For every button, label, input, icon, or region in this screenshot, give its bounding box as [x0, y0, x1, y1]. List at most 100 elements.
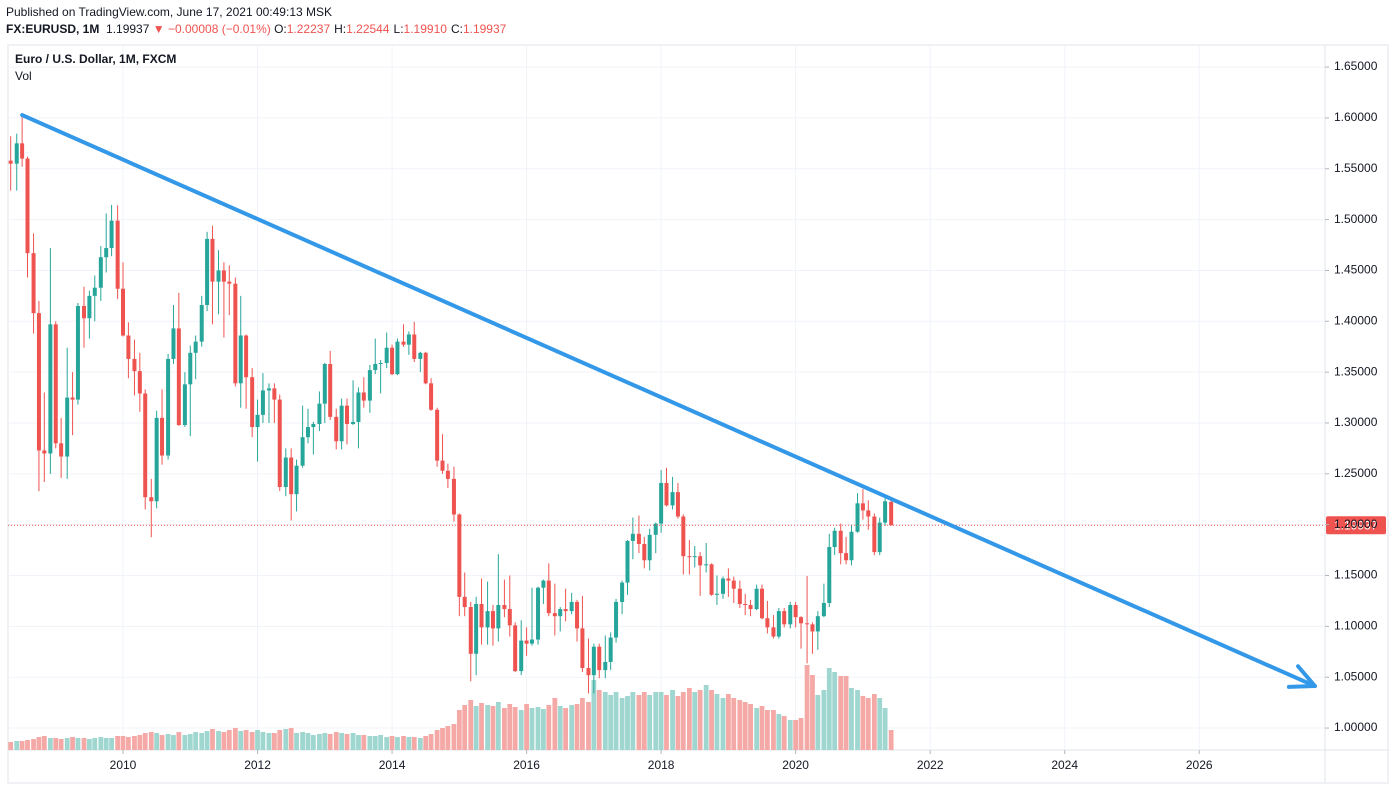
volume-bar [552, 698, 558, 750]
candle-body [384, 347, 389, 363]
candle-body [692, 556, 697, 558]
candle-body [558, 609, 563, 617]
volume-bar [882, 708, 888, 750]
volume-bar [764, 710, 770, 750]
candle-body [126, 335, 131, 359]
candle-body [92, 287, 97, 296]
candle-body [659, 482, 664, 524]
candle-body [390, 347, 395, 375]
candle-body [698, 556, 703, 566]
y-tick-label: 1.50000 [1334, 212, 1378, 226]
y-tick-label: 1.40000 [1334, 313, 1378, 327]
candle-body [536, 587, 541, 640]
y-tick-label: 1.15000 [1334, 568, 1378, 582]
volume-bar [608, 695, 614, 750]
candle-body [149, 497, 154, 502]
candle-body [490, 611, 495, 629]
candle-body [115, 220, 120, 289]
volume-bar [64, 738, 70, 750]
volume-bar [501, 708, 507, 750]
candle-body [233, 283, 238, 384]
volume-bar [406, 737, 412, 750]
candle-body [401, 341, 406, 345]
volume-bar [86, 739, 92, 750]
candle-body [378, 362, 383, 364]
candle-body [524, 640, 529, 644]
volume-bar [255, 730, 260, 750]
volume-bar [159, 735, 165, 750]
chart-border [7, 44, 1389, 784]
candle-body [675, 492, 680, 517]
ohlc-label: L: [393, 22, 404, 36]
candle-body [221, 270, 226, 282]
chart-title: Euro / U.S. Dollar, 1M, FXCM [15, 52, 176, 66]
volume-bar [748, 704, 753, 750]
volume-bar [142, 733, 148, 750]
candle-body [821, 602, 826, 617]
x-tick-label: 2014 [379, 758, 406, 772]
ohlc-value: 1.19937 [462, 22, 507, 36]
candle-body [636, 533, 641, 544]
candle-body [160, 417, 165, 456]
candle-body [776, 611, 781, 637]
candle-body [440, 460, 445, 471]
candle-body [137, 371, 142, 394]
volume-bar [193, 732, 199, 750]
candle-body [788, 604, 793, 625]
ohlc-label: C: [450, 22, 463, 36]
volume-bar [401, 736, 406, 750]
volume-bar [36, 737, 42, 750]
candle-body [860, 503, 865, 511]
volume-bar [563, 708, 569, 750]
down-arrow: ▼ [152, 22, 165, 36]
volume-bar [535, 707, 541, 750]
volume-bar [70, 737, 75, 750]
candle-body [423, 352, 428, 384]
volume-bar [176, 732, 182, 750]
volume-bar [81, 738, 87, 750]
volume-bar [518, 710, 524, 750]
volume-bar [725, 694, 731, 750]
volume-bar [356, 735, 361, 750]
volume-bar [310, 735, 316, 750]
trendline-arrowhead [1286, 664, 1317, 689]
candle-body [277, 399, 282, 488]
volume-bar [815, 695, 821, 750]
candle-body [104, 248, 109, 258]
volume-bar [434, 730, 440, 750]
candle-body [238, 335, 243, 384]
candle-body [731, 580, 736, 589]
volume-bar [574, 704, 580, 750]
volume-bar [260, 732, 266, 750]
candle-body [721, 578, 726, 594]
candle-body [889, 501, 894, 526]
volume-bar [865, 698, 871, 750]
candle-body [849, 531, 854, 561]
candle-body [704, 564, 709, 566]
candle-body [395, 341, 400, 375]
last-price-box [1326, 516, 1386, 535]
candle-body [586, 668, 591, 676]
candle-body [305, 427, 310, 438]
volume-bar [826, 668, 832, 750]
volume-bar [249, 732, 255, 750]
volume-bar [367, 736, 373, 750]
volume-bar [445, 726, 451, 750]
header: Published on TradingView.com, June 17, 2… [6, 4, 510, 38]
volume-bar [361, 735, 367, 750]
trendline [20, 113, 1317, 689]
candle-body [597, 646, 602, 671]
candle-body [339, 405, 344, 442]
candle-body [435, 409, 440, 461]
volume-bar [103, 738, 109, 750]
volume-bar [630, 692, 636, 750]
candle-body [328, 363, 333, 417]
candle-body [48, 324, 53, 454]
candle-body [670, 492, 675, 506]
candle-body [75, 306, 80, 400]
volume-bar [165, 734, 171, 750]
candle-body [294, 465, 299, 495]
candle-body [754, 588, 759, 610]
volume-label: Vol [15, 69, 32, 83]
